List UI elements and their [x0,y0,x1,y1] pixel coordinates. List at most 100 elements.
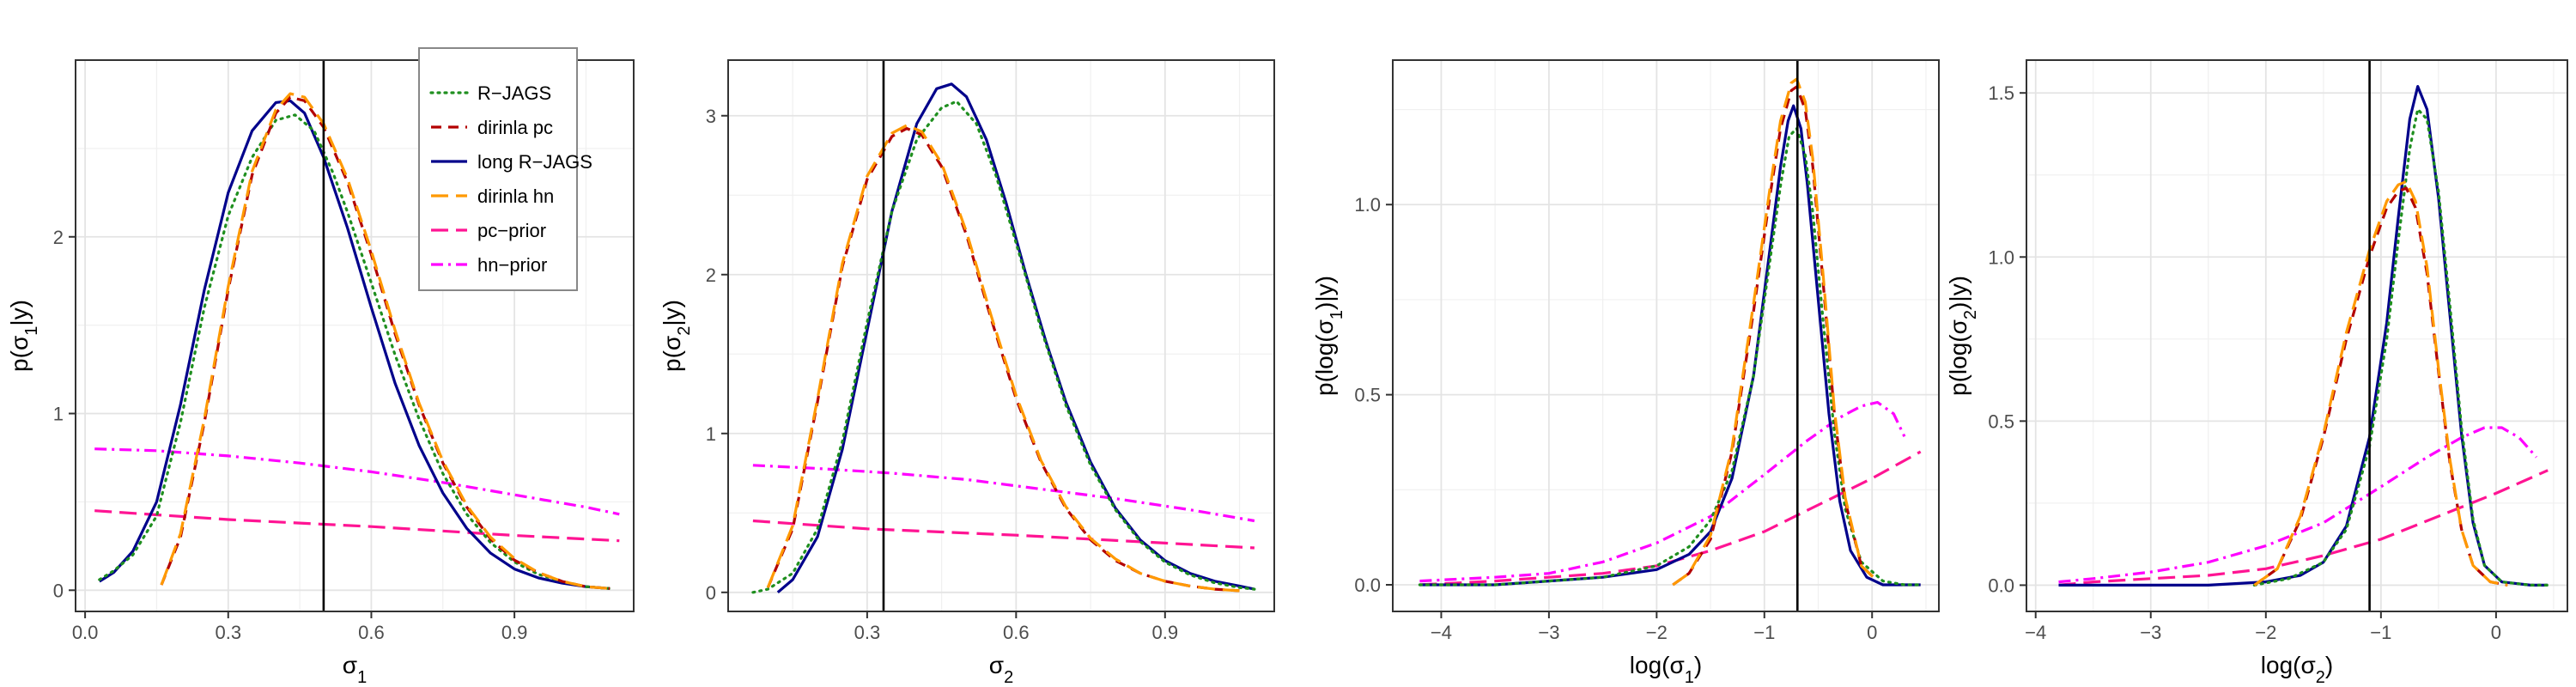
x-axis-title: log(σ1) [1630,652,1702,687]
y-tick-label: 3 [706,106,716,127]
series-line-hn-prior [752,464,1255,523]
legend-label: pc−prior [477,220,546,241]
x-axis-title-subscript: 1 [1685,668,1694,687]
y-axis-title-suffix: |y) [6,300,33,326]
series-line-dirinla-hn [766,124,1240,593]
legend-label: dirinla pc [477,117,553,138]
series-line-long-r-jags [98,99,611,590]
x-axis-title-main: log(σ [1630,652,1685,678]
x-axis-title-subscript: 2 [2316,668,2325,687]
x-tick-label: −4 [1431,622,1452,643]
legend-label: hn−prior [477,254,547,276]
y-axis-title: p(σ2|y) [659,300,694,372]
y-axis-title-suffix: |y) [659,300,685,326]
y-tick-label: 0 [706,582,716,604]
x-tick-label: 0.9 [1152,622,1179,643]
y-axis-title-suffix: )|y) [1945,276,1971,310]
plot-frame [1392,59,1940,612]
legend-label: dirinla hn [477,185,554,207]
series-line-dirinla-hn [160,92,611,590]
y-axis-title-subscript: 2 [1961,310,1980,319]
legend-label: R−JAGS [477,82,551,104]
y-axis-title-subscript: 1 [1327,310,1346,319]
y-axis-title: p(σ1|y) [6,300,41,372]
x-axis-title-suffix: ) [2325,652,2333,678]
y-axis-title-subscript: 1 [22,326,41,336]
y-axis-title-subscript: 2 [675,326,694,336]
x-tick-label: 0 [2491,622,2501,643]
x-tick-label: −4 [2025,622,2046,643]
legend-box [418,47,578,291]
x-tick-label: 0.9 [501,622,528,643]
x-tick-label: 0.0 [72,622,99,643]
x-tick-label: −1 [2370,622,2391,643]
series-line-long-r-jags [1419,104,1921,587]
series-line-hn-prior [94,447,620,516]
x-tick-label: −1 [1753,622,1775,643]
series-line-dirinla-hn [2253,179,2508,587]
y-axis-title-main: p(σ [659,336,685,372]
series-line-hn-prior [1419,400,1906,583]
curves [751,82,1256,594]
plot-area [728,60,1274,611]
y-axis-title: p(log(σ1)|y) [1311,276,1346,396]
x-tick-label: 0.6 [358,622,385,643]
x-tick-label: 0 [1867,622,1877,643]
y-axis-title-main: p(log(σ [1311,319,1338,396]
series-line-hn-prior [2058,426,2538,584]
curves [1418,77,1923,587]
plot-frame [75,59,635,612]
x-axis-title-main: σ [989,652,1004,678]
series-line-r-jags [1418,127,1923,587]
y-tick-label: 1 [53,404,64,425]
y-axis-title-suffix: )|y) [1311,276,1338,310]
y-tick-label: 1.5 [1988,82,2014,104]
plot-frame [727,59,1275,612]
y-tick-label: 1.0 [1988,246,2014,268]
x-tick-label: 0.3 [215,622,241,643]
series-line-long-r-jags [776,82,1255,594]
legend-label: long R−JAGS [477,151,592,173]
x-axis-title: σ1 [343,652,367,687]
x-axis-title-main: σ [343,652,357,678]
series-line-dirinla-hn [1672,77,1879,587]
plot-frame [2026,59,2568,612]
series-line-pc-prior [752,519,1255,550]
y-tick-label: 2 [706,264,716,286]
series-line-r-jags [751,100,1256,594]
x-tick-label: −2 [1646,622,1668,643]
y-tick-label: 0 [53,580,64,601]
x-axis-title: σ2 [989,652,1013,687]
plot-area [1393,60,1939,611]
y-axis-title: p(log(σ2)|y) [1945,276,1980,396]
series-line-r-jags [98,113,611,590]
plot-area [2026,60,2567,611]
y-tick-label: 0.0 [1988,575,2014,596]
x-tick-label: 0.3 [854,622,881,643]
x-tick-label: 0.6 [1003,622,1030,643]
x-tick-label: −3 [2140,622,2161,643]
y-tick-label: 1 [706,423,716,445]
y-tick-label: 0.5 [1354,385,1381,406]
series-line-pc-prior [2058,469,2549,587]
curves [2058,84,2549,587]
x-tick-label: −3 [1538,622,1559,643]
y-axis-title-main: p(log(σ [1945,319,1971,396]
y-axis-title-main: p(σ [6,336,33,372]
curves [94,92,620,590]
x-axis-title-subscript: 1 [357,668,367,687]
x-axis-title: log(σ2) [2261,652,2333,687]
x-tick-label: −2 [2255,622,2276,643]
y-tick-label: 1.0 [1354,194,1381,216]
x-axis-title-suffix: ) [1694,652,1702,678]
y-tick-label: 0.0 [1354,575,1381,596]
y-tick-label: 2 [53,227,64,248]
legend: R−JAGS dirinla pc long R−JAGS dirinla hn pc−… [418,47,592,291]
y-tick-label: 0.5 [1988,410,2014,432]
x-axis-title-subscript: 2 [1004,668,1013,687]
